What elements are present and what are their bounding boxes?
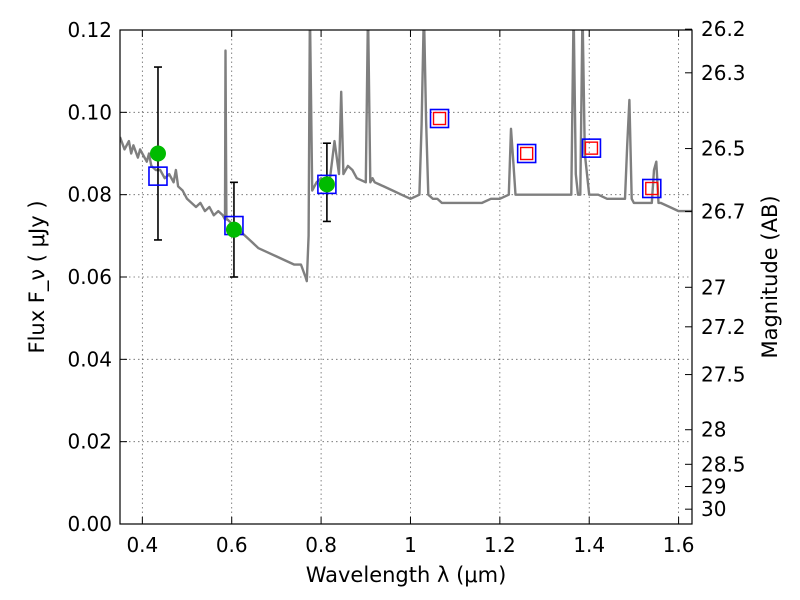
predicted-photometry-square [432, 111, 447, 126]
model-photometry-square [581, 138, 602, 158]
y-tick-label: 0.04 [67, 347, 112, 371]
y-axis-label: Flux F_ν ( μJy ) [25, 200, 50, 353]
y-tick-label: 0.02 [67, 430, 112, 454]
y-tick-label: 0.12 [67, 18, 112, 42]
x-tick-label: 1.4 [573, 533, 605, 557]
mag-tick-label: 26.5 [701, 137, 746, 161]
mag-tick-label: 28.5 [701, 452, 746, 476]
mag-tick-label: 28 [701, 418, 726, 442]
predicted-photometry-square [519, 146, 534, 161]
y-tick-label: 0.10 [67, 100, 112, 124]
model-photometry-square [641, 178, 662, 199]
model-photometry-square [516, 143, 537, 164]
mag-tick-label: 27.5 [701, 363, 746, 387]
x-tick-label: 1 [404, 533, 417, 557]
x-tick-label: 1.6 [663, 533, 695, 557]
tick-layer [120, 28, 692, 525]
observed-photometry-point [149, 145, 166, 162]
x-tick-label: 1.2 [484, 533, 516, 557]
mag-tick-label: 26.3 [701, 61, 746, 85]
model-photometry-square [148, 166, 168, 186]
mag-tick-label: 27 [701, 275, 726, 299]
mag-tick-label: 26.7 [701, 200, 746, 224]
right-axis-label: Magnitude (AB) [758, 195, 782, 358]
mag-tick-label: 27.2 [701, 315, 746, 339]
x-tick-label: 0.8 [305, 533, 337, 557]
mag-tick-label: 30 [701, 497, 726, 521]
x-tick-label: 0.4 [126, 533, 158, 557]
x-tick-label: 0.6 [216, 533, 248, 557]
marker-layer [148, 108, 662, 238]
observed-photometry-point [225, 221, 242, 238]
y-tick-label: 0.06 [67, 265, 112, 289]
mag-tick-label: 26.2 [701, 17, 746, 41]
spectrum-layer [120, 30, 692, 283]
model-photometry-square [429, 108, 450, 129]
mag-tick-label: 29 [701, 475, 726, 499]
x-axis-label: Wavelength λ (μm) [306, 563, 507, 587]
observed-photometry-point [318, 176, 335, 193]
model-photometry-square [317, 174, 337, 195]
y-tick-label: 0.08 [67, 183, 112, 207]
spectrum-line [120, 30, 692, 283]
y-tick-label: 0.00 [67, 512, 112, 536]
predicted-photometry-square [645, 181, 659, 196]
tick-label-layer: 0.4 0.6 0.8 1 1.2 1.4 1.6 0.00 0.02 0.04 0.06 0.08 0… [67, 17, 745, 557]
predicted-photometry-square [584, 141, 599, 155]
